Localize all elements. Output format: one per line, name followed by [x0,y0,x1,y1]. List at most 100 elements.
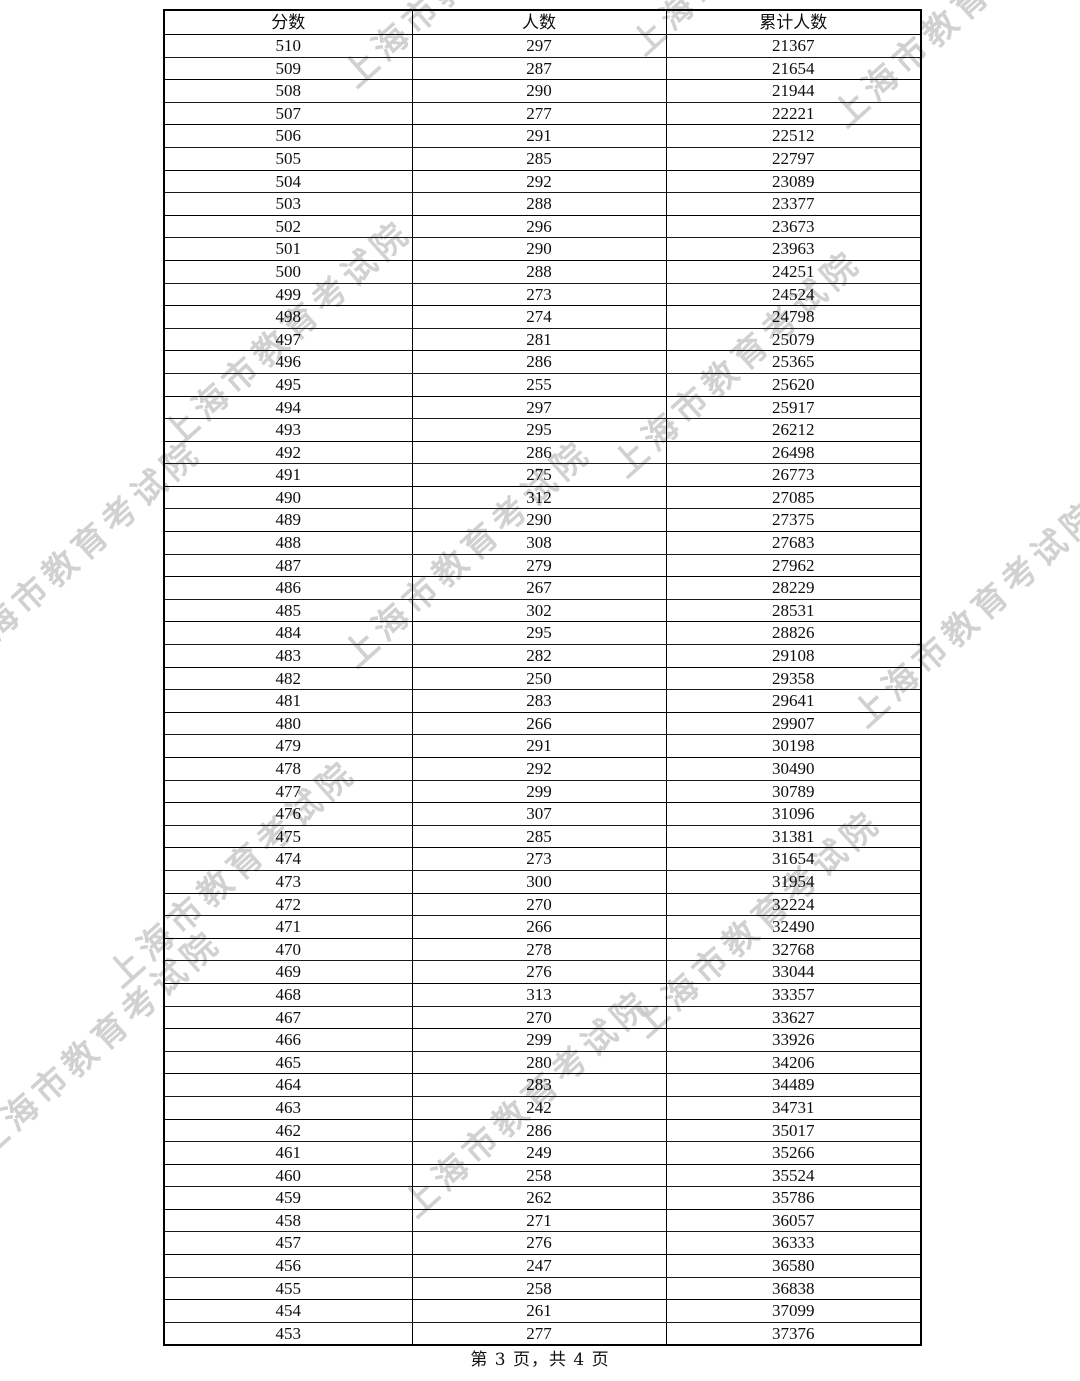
cell-count: 271 [411,1208,667,1233]
cell-count: 295 [411,621,667,646]
cell-score: 467 [163,1005,413,1030]
cell-cumulative: 25365 [665,350,922,374]
table-row: 509 287 21654 [163,56,922,81]
cell-cumulative: 26498 [665,440,922,465]
table-row: 510 297 21367 [163,34,922,58]
table-row: 508 290 21944 [163,79,922,103]
cell-count: 290 [411,79,667,103]
cell-score: 501 [163,237,413,261]
cell-count: 276 [411,1231,667,1256]
table-row: 482 250 29358 [163,666,922,691]
cell-count: 278 [411,937,667,962]
cell-count: 277 [411,1321,667,1347]
cell-cumulative: 27962 [665,553,922,578]
table-row: 472 270 32224 [163,892,922,917]
cell-score: 461 [163,1141,413,1165]
cell-score: 471 [163,915,413,939]
cell-score: 508 [163,79,413,103]
table-header: 分数 人数 累计人数 [163,9,922,35]
cell-cumulative: 35786 [665,1186,922,1210]
cell-score: 469 [163,960,413,984]
cell-score: 488 [163,531,413,555]
cell-score: 462 [163,1118,413,1143]
cell-cumulative: 30789 [665,779,922,804]
column-header-count: 人数 [411,9,667,35]
cell-count: 279 [411,553,667,578]
cell-count: 286 [411,440,667,465]
score-distribution-table: 分数 人数 累计人数 510 297 21367 509 287 21654 508 290 2… [163,9,922,1347]
cell-count: 261 [411,1299,667,1323]
cell-count: 299 [411,779,667,804]
cell-count: 281 [411,327,667,352]
table-row: 497 281 25079 [163,327,922,352]
cell-cumulative: 22797 [665,146,922,171]
cell-cumulative: 23089 [665,169,922,194]
cell-cumulative: 27683 [665,531,922,555]
column-header-score: 分数 [163,9,413,35]
cell-score: 503 [163,192,413,216]
cell-cumulative: 28531 [665,598,922,623]
table-row: 498 274 24798 [163,305,922,329]
table-row: 503 288 23377 [163,192,922,216]
cell-score: 507 [163,101,413,126]
table-row: 483 282 29108 [163,644,922,668]
cell-score: 465 [163,1050,413,1075]
cell-cumulative: 29108 [665,644,922,668]
cell-cumulative: 21367 [665,34,922,58]
table-row: 496 286 25365 [163,350,922,374]
cell-score: 480 [163,711,413,736]
cell-count: 277 [411,101,667,126]
cell-cumulative: 33044 [665,960,922,984]
cell-count: 273 [411,847,667,871]
column-header-cumulative: 累计人数 [665,9,922,35]
cell-count: 290 [411,508,667,533]
cell-score: 460 [163,1163,413,1188]
cell-score: 468 [163,982,413,1007]
cell-cumulative: 29907 [665,711,922,736]
table-row: 487 279 27962 [163,553,922,578]
cell-count: 266 [411,711,667,736]
table-row: 492 286 26498 [163,440,922,465]
cell-count: 286 [411,350,667,374]
cell-score: 490 [163,485,413,510]
cell-score: 458 [163,1208,413,1233]
cell-score: 489 [163,508,413,533]
cell-cumulative: 32768 [665,937,922,962]
cell-cumulative: 36057 [665,1208,922,1233]
cell-cumulative: 34731 [665,1095,922,1120]
table-row: 463 242 34731 [163,1095,922,1120]
table-row: 506 291 22512 [163,124,922,148]
table-header-row: 分数 人数 累计人数 [163,9,922,35]
cell-cumulative: 21654 [665,56,922,81]
table-row: 494 297 25917 [163,395,922,420]
cell-cumulative: 25620 [665,372,922,397]
cell-cumulative: 31096 [665,802,922,826]
table-row: 460 258 35524 [163,1163,922,1188]
cell-score: 474 [163,847,413,871]
cell-score: 483 [163,644,413,668]
cell-count: 295 [411,418,667,442]
cell-cumulative: 34206 [665,1050,922,1075]
cell-count: 258 [411,1276,667,1301]
cell-count: 262 [411,1186,667,1210]
cell-count: 291 [411,734,667,758]
cell-cumulative: 31954 [665,869,922,894]
cell-cumulative: 31381 [665,824,922,849]
cell-cumulative: 25079 [665,327,922,352]
cell-score: 456 [163,1254,413,1278]
table-row: 456 247 36580 [163,1254,922,1278]
table-row: 488 308 27683 [163,531,922,555]
cell-score: 500 [163,259,413,284]
cell-cumulative: 24798 [665,305,922,329]
table-row: 499 273 24524 [163,282,922,307]
table-row: 478 292 30490 [163,757,922,781]
table-row: 465 280 34206 [163,1050,922,1075]
table-row: 480 266 29907 [163,711,922,736]
cell-count: 307 [411,802,667,826]
table-row: 491 275 26773 [163,463,922,487]
cell-cumulative: 23963 [665,237,922,261]
cell-cumulative: 28826 [665,621,922,646]
cell-count: 302 [411,598,667,623]
table-row: 493 295 26212 [163,418,922,442]
cell-cumulative: 25917 [665,395,922,420]
